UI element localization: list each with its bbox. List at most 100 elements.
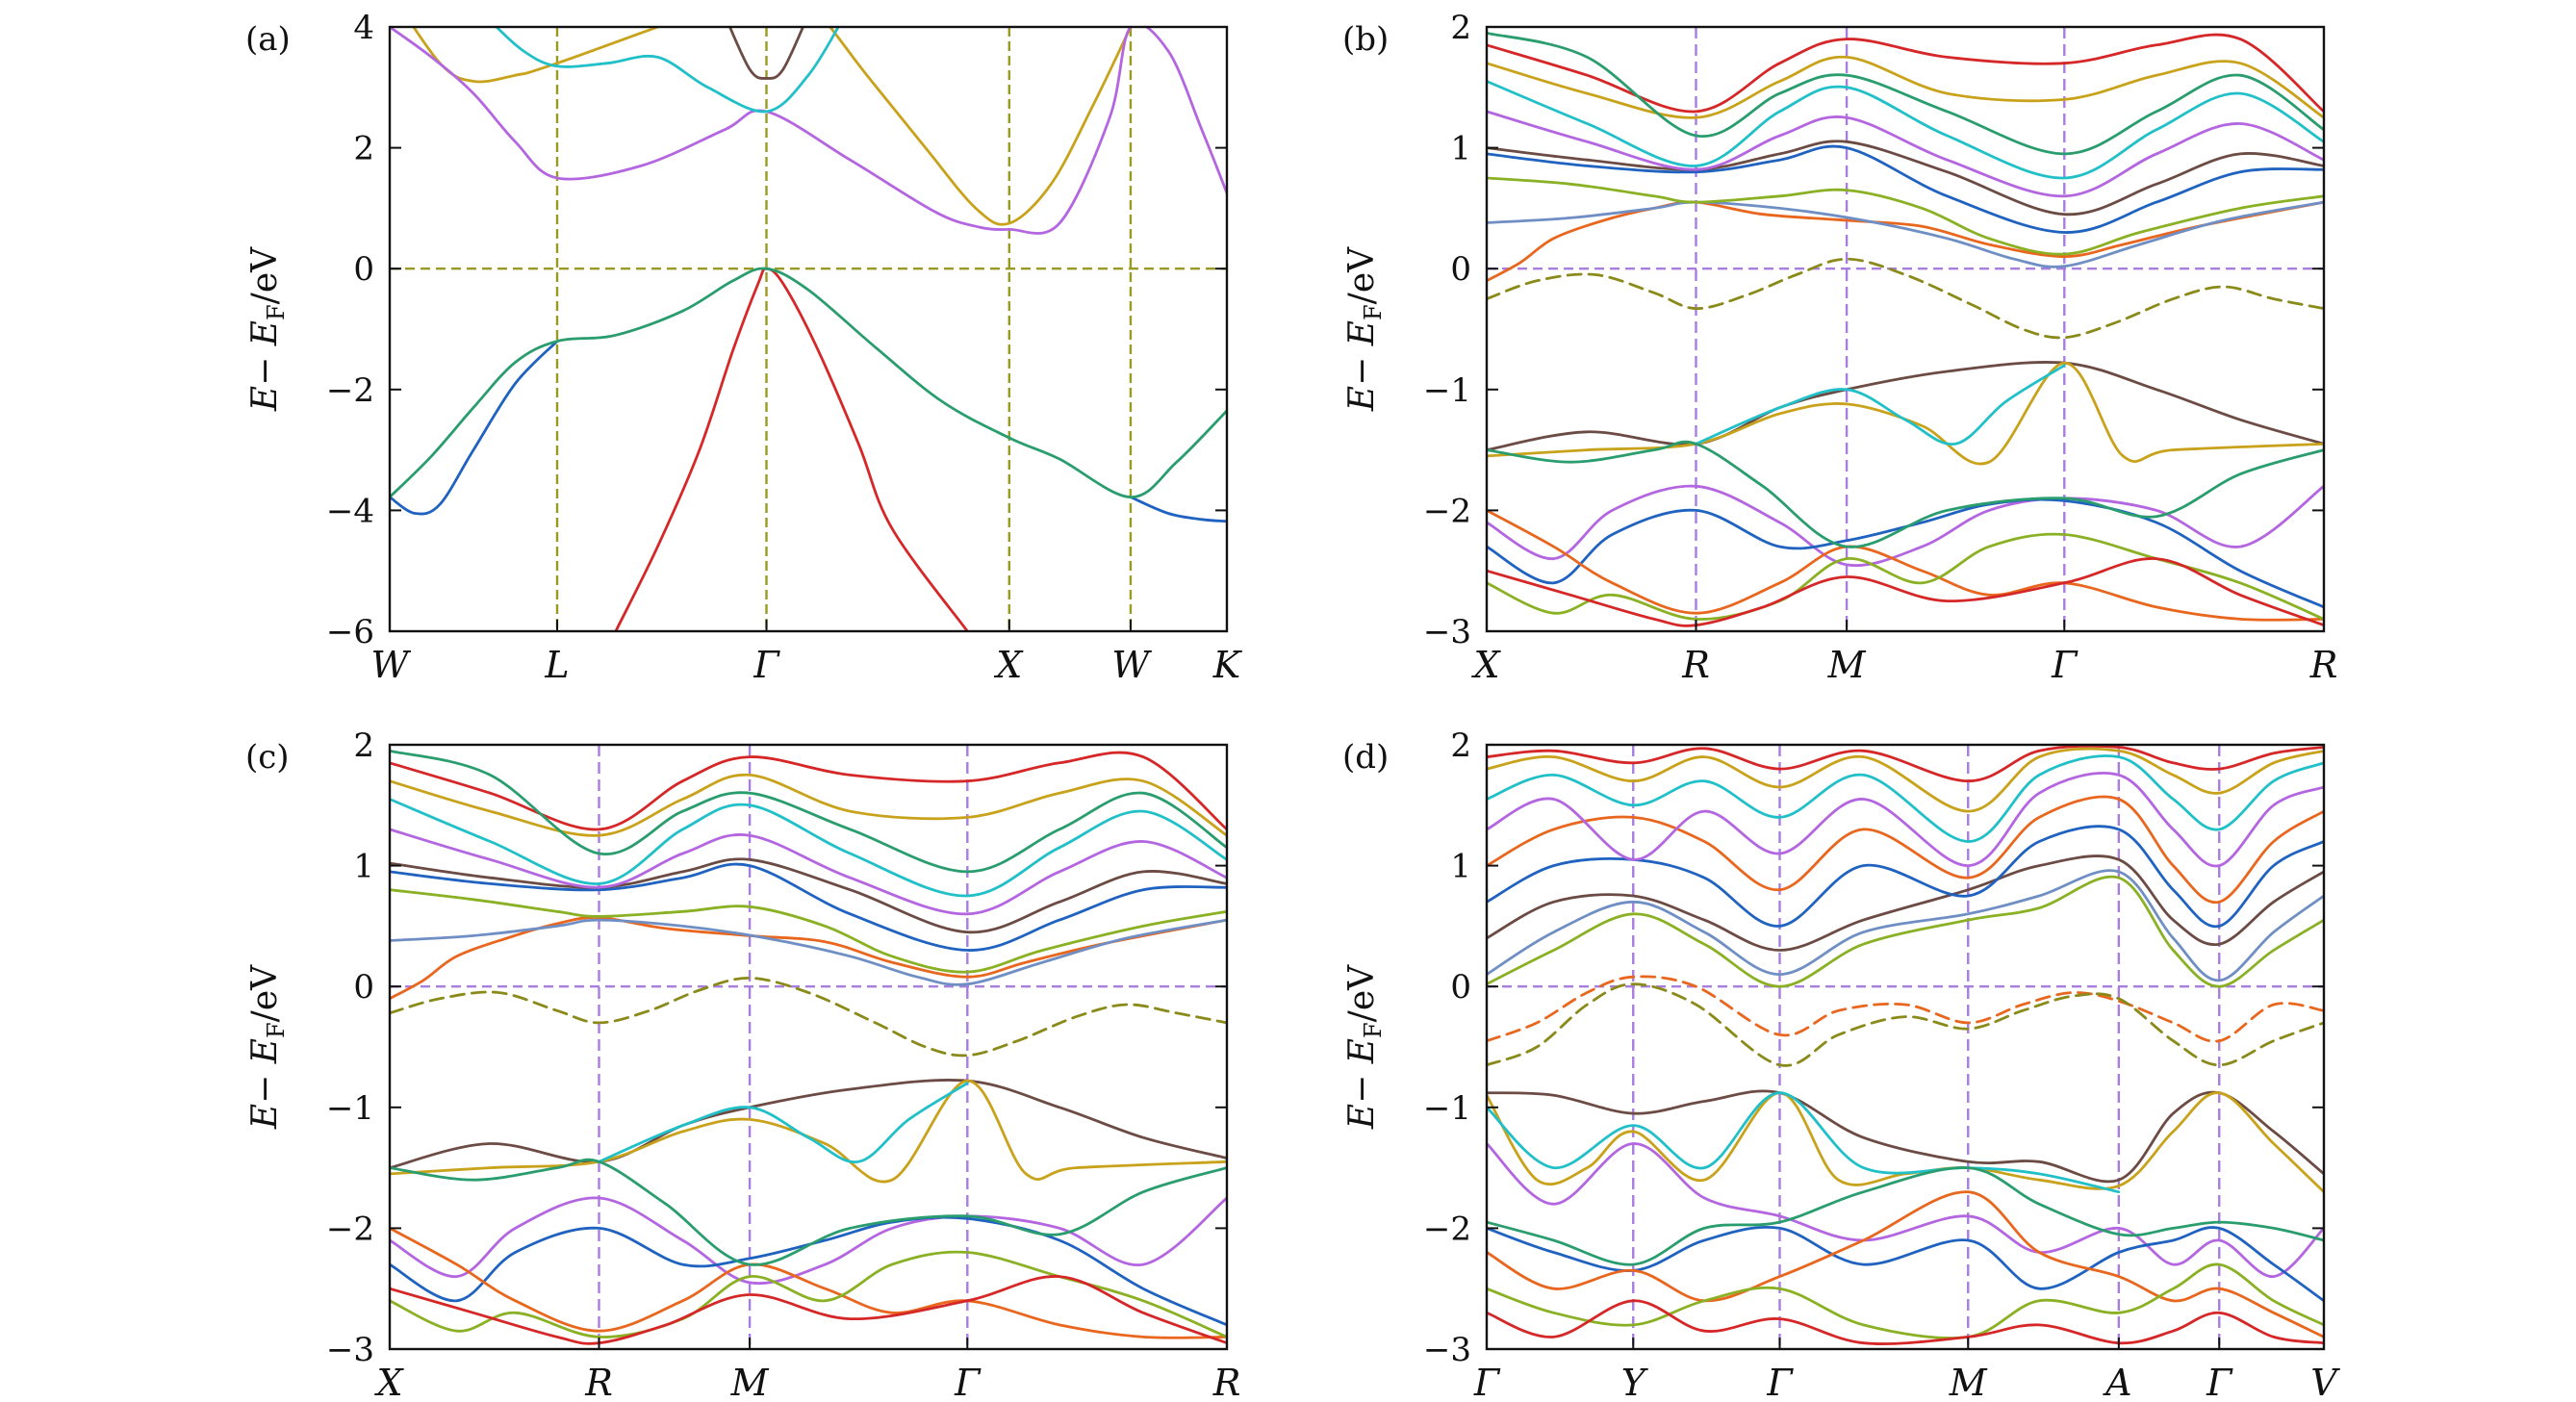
kpoint-label: M [1827, 644, 1867, 686]
band-line-cond-violet [390, 828, 1227, 916]
y-axis-label-minus: − E [245, 1038, 285, 1104]
kpoint-label: X [373, 1362, 404, 1402]
band-line-cond-cyan [390, 798, 1227, 898]
y-tick-label: 2 [353, 726, 374, 765]
y-axis-label-subscript: F [1360, 304, 1387, 320]
band-line-in-gap-dashed-orange [1487, 975, 2324, 1043]
band-line-val-violet [1487, 484, 2324, 568]
band-line-cond-brown [1487, 854, 2324, 952]
y-tick-label: 2 [1450, 726, 1471, 765]
y-tick-label: 1 [1450, 130, 1471, 168]
plot-frame [1485, 25, 2326, 633]
kpoint-label: Γ [2206, 1362, 2233, 1402]
y-axis-label: E− EF/eV [1342, 246, 1387, 412]
panel-label: (a) [245, 20, 291, 59]
kpoint-label: L [544, 644, 569, 686]
band-line-cond-olive [1487, 747, 2324, 813]
y-axis-label-unit: /eV [1342, 964, 1382, 1022]
y-tick-label: −2 [326, 1210, 374, 1248]
band-line-cond-orange [1487, 795, 2324, 905]
kpoint-label: R [1681, 644, 1710, 686]
y-axis-label-energy: E [245, 1104, 285, 1130]
band-line-cond-blue [390, 862, 1227, 952]
y-tick-label: −2 [326, 371, 374, 410]
band-line-val-blue [1487, 1225, 2324, 1303]
y-axis-label-minus: − E [1342, 320, 1382, 386]
y-tick-label: −1 [1423, 1089, 1471, 1128]
band-line-cond-brown [390, 857, 1227, 934]
band-line-cond-cyan [1487, 80, 2324, 180]
y-tick-label: 1 [1450, 848, 1471, 886]
band-line-band-cyan [494, 27, 840, 114]
kpoint-label: R [1212, 1362, 1241, 1402]
plot-area [1487, 27, 2324, 631]
band-line-in-gap-dashed [390, 976, 1227, 1058]
band-line-cond-red [1487, 745, 2324, 783]
panel-a: 420−2−4−6W L Γ X W K(a)E− EF/eV [245, 9, 1243, 686]
y-axis-label-subscript: F [263, 1022, 290, 1038]
band-line-cond-olive [390, 773, 1227, 837]
y-axis-label-unit: /eV [245, 246, 285, 304]
band-line-val-violet [1487, 1142, 2324, 1278]
kpoint-label: Γ [1473, 1362, 1501, 1402]
band-line-band-red [614, 267, 969, 631]
band-line-val-orange [1487, 1190, 2324, 1338]
y-axis-label-minus: − E [1342, 1038, 1382, 1104]
band-line-cond-violet [1487, 110, 2324, 198]
band-line-cond-green [390, 888, 1227, 974]
panel-label: (b) [1342, 20, 1389, 59]
band-line-val-darkgreen [1487, 1166, 2324, 1266]
y-axis-label: E− EF/eV [245, 246, 290, 412]
kpoint-label: X [993, 644, 1024, 686]
plot-area [390, 27, 1227, 631]
kpoint-label: W [1111, 644, 1152, 686]
y-axis-label-subscript: F [1360, 1022, 1387, 1038]
band-line-in-gap-dashed-olive [1487, 982, 2324, 1067]
plot-frame [388, 743, 1229, 1351]
band-line-val-brown [1487, 361, 2324, 451]
y-tick-label: 2 [1450, 9, 1471, 47]
kpoint-label: W [370, 644, 411, 686]
band-line-cond-brown [1487, 140, 2324, 217]
band-line-val-cyan [598, 1082, 969, 1163]
band-line-val-orange [1487, 509, 2324, 622]
y-tick-label: −3 [1423, 1331, 1471, 1369]
y-tick-label: −4 [326, 492, 374, 530]
band-line-cond-green [1487, 875, 2324, 988]
plot-frame [388, 25, 1229, 633]
band-line-val-darkgreen [390, 1158, 1227, 1266]
kpoint-label: Γ [2051, 644, 2079, 686]
y-axis-label-energy: E [1342, 1104, 1382, 1130]
band-line-val-red [1487, 1299, 2324, 1345]
band-line-val-red [1487, 557, 2324, 627]
band-line-cond-orange [1487, 200, 2324, 283]
band-line-val-darkgreen [1487, 440, 2324, 548]
kpoint-label: K [1212, 644, 1243, 686]
y-tick-label: 2 [353, 130, 374, 168]
y-tick-label: −3 [1423, 613, 1471, 651]
panel-c: 2 1 0 −1 −2 −3X R M Γ R (c) E− EF/eV [245, 726, 1240, 1402]
kpoint-label: V [2310, 1362, 2340, 1402]
band-line-cond-blue [1487, 144, 2324, 234]
band-line-cond-steel [1487, 869, 2324, 982]
y-tick-label: −1 [1423, 371, 1471, 410]
band-line-val-cyan [1487, 1091, 2121, 1194]
y-tick-label: −2 [1423, 1210, 1471, 1248]
band-line-val-violet [390, 1196, 1227, 1286]
kpoint-label: A [2103, 1362, 2131, 1402]
band-line-band-violet [390, 27, 1227, 235]
band-line-val-brown [390, 1079, 1227, 1169]
band-line-cond-blue [1487, 825, 2324, 929]
y-axis-label-unit: /eV [245, 964, 285, 1022]
y-tick-label: −3 [326, 1331, 374, 1369]
y-axis-label-subscript: F [263, 304, 290, 320]
band-line-val-green [1487, 1262, 2324, 1339]
y-tick-label: 0 [353, 250, 374, 289]
y-axis-label-energy: E [1342, 386, 1382, 412]
plot-frame [1485, 743, 2326, 1351]
y-tick-label: −6 [326, 613, 374, 651]
y-tick-label: 0 [353, 968, 374, 1007]
kpoint-label: X [1470, 644, 1501, 686]
band-line-val-olive [1487, 1091, 2324, 1194]
